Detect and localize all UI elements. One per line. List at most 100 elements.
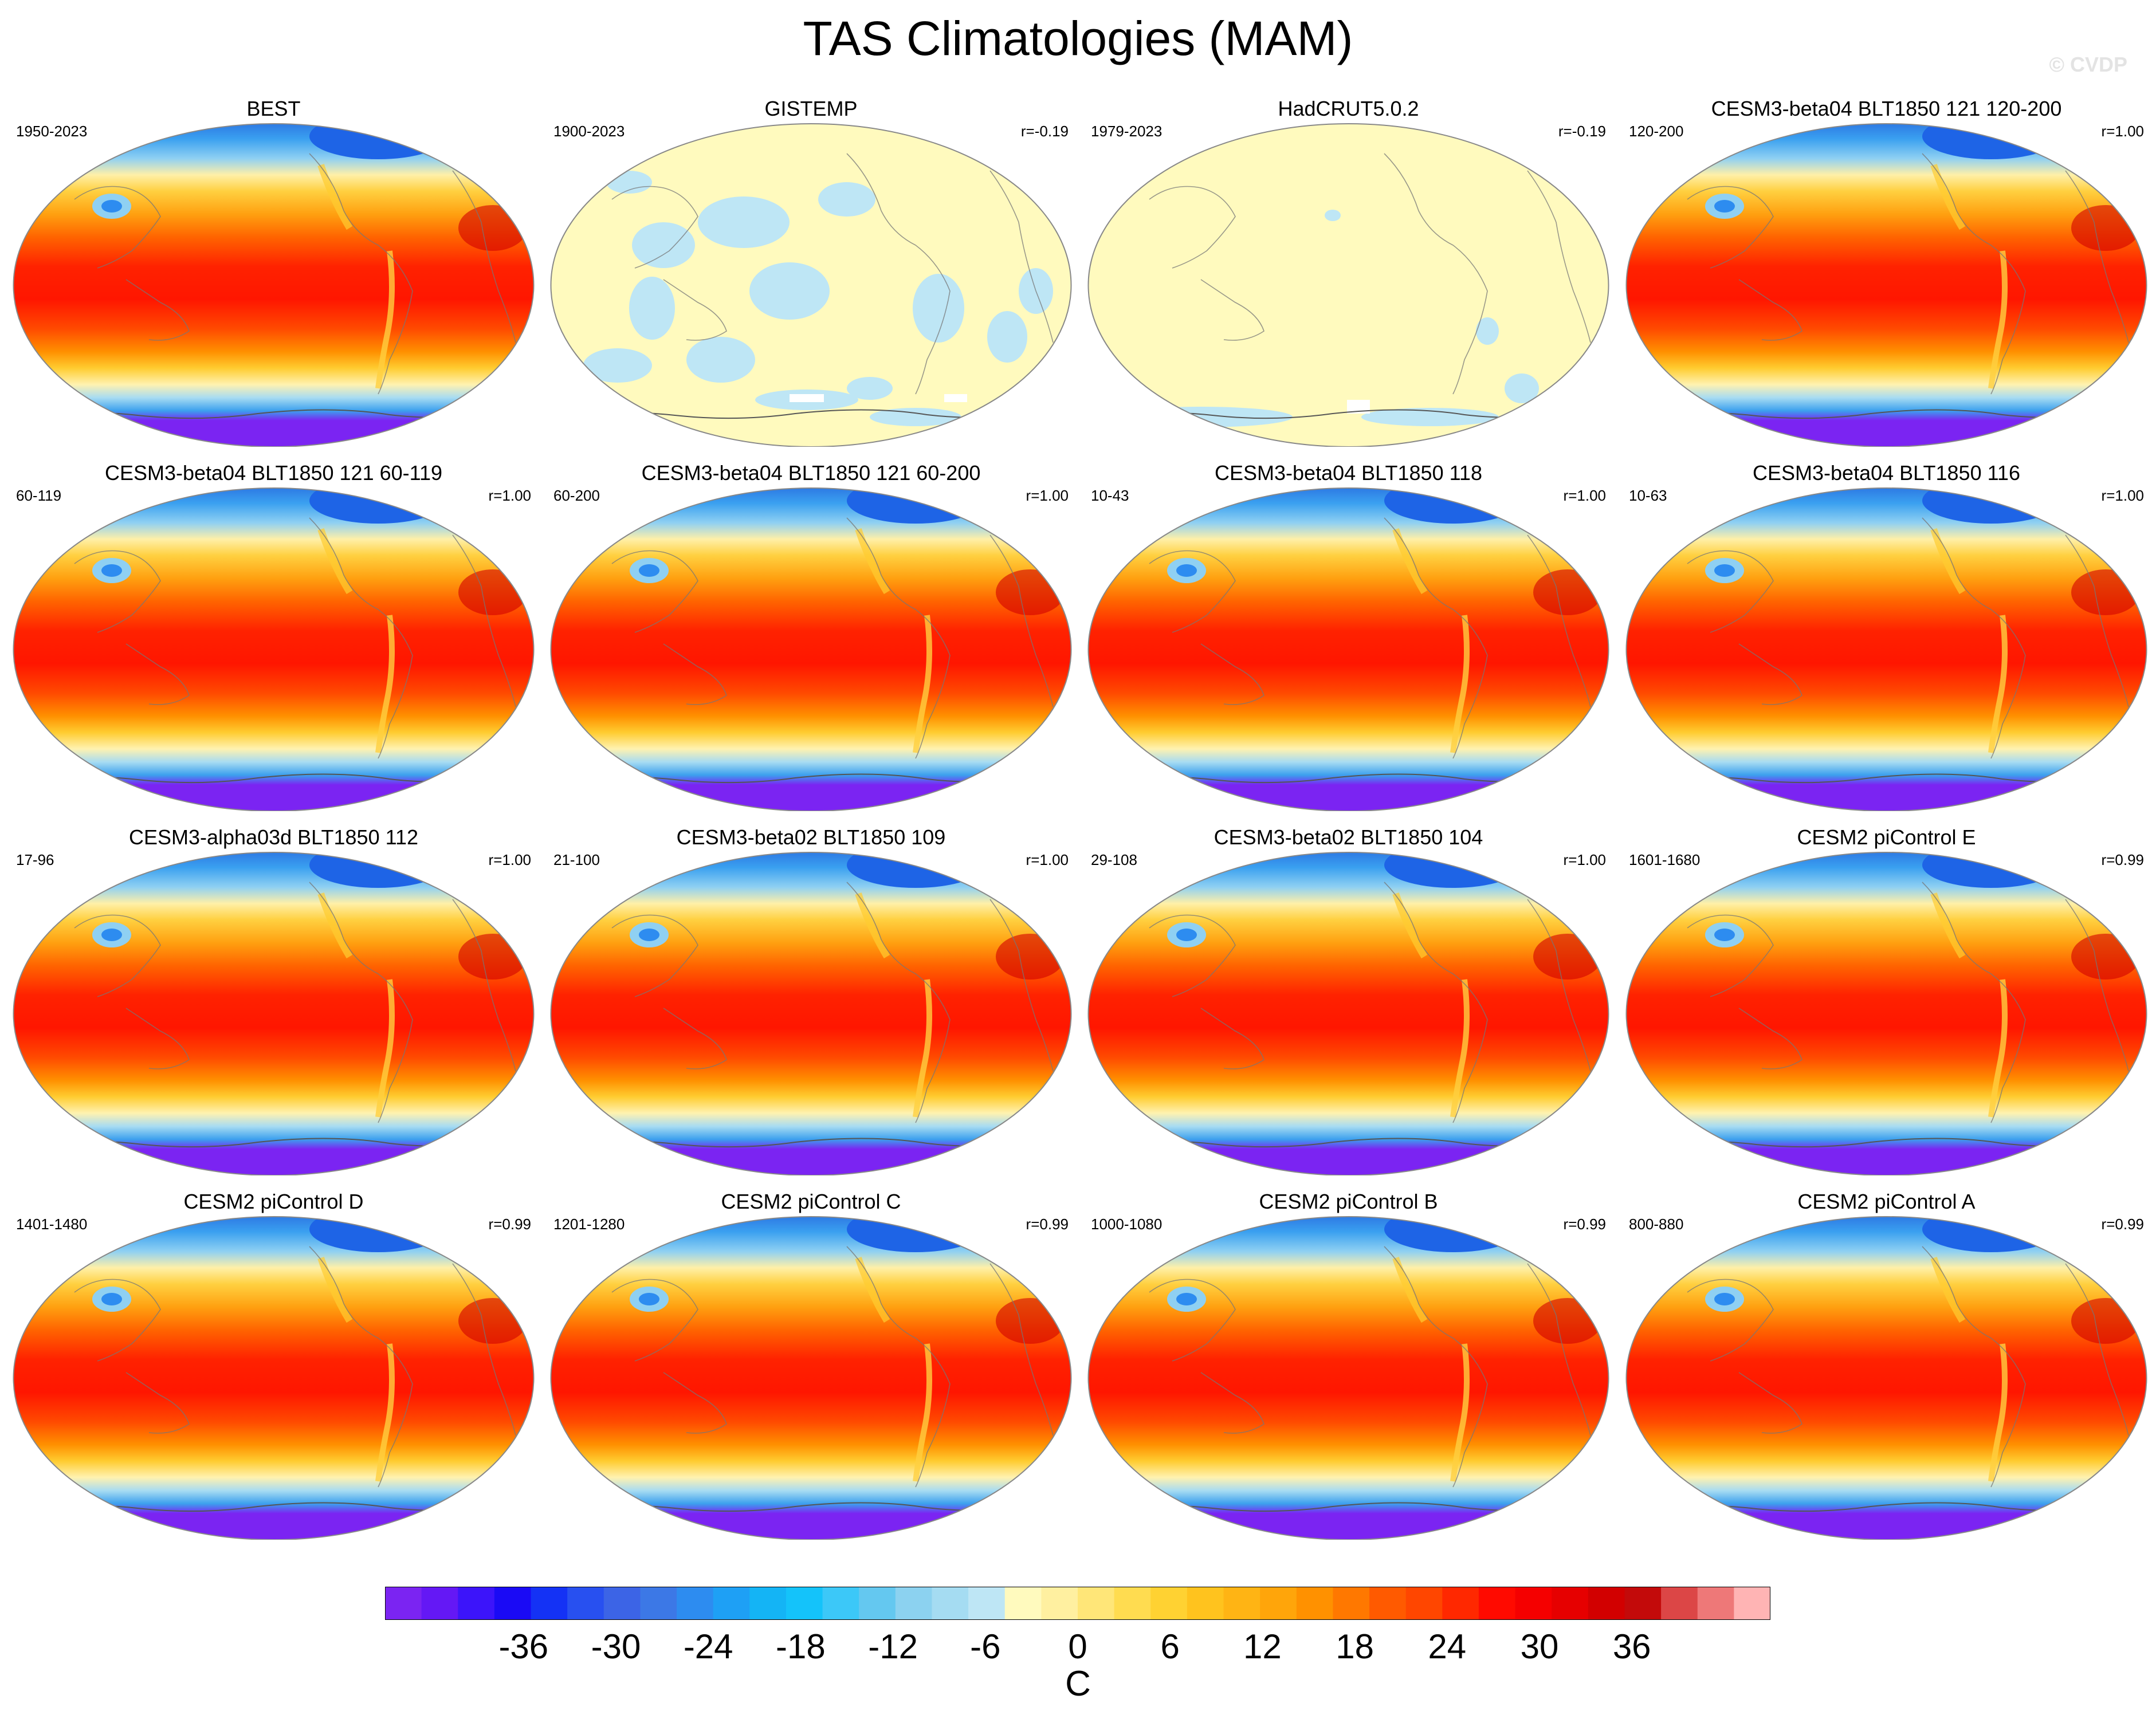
watermark: © CVDP xyxy=(2049,53,2127,76)
colorbar-swatch xyxy=(1114,1587,1151,1620)
panel-title: CESM2 piControl C xyxy=(721,1190,901,1213)
panel-title: CESM2 piControl B xyxy=(1259,1190,1438,1213)
panel-correlation: r=0.99 xyxy=(2101,851,2144,868)
map-plot xyxy=(13,123,535,447)
colorbar-tick-label: -36 xyxy=(498,1627,549,1666)
colorbar-tick-label: 36 xyxy=(1612,1627,1651,1666)
colorbar-swatch xyxy=(1187,1587,1224,1620)
panel-correlation: r=1.00 xyxy=(2101,123,2144,140)
panel-title: CESM3-beta04 BLT1850 116 xyxy=(1753,461,2020,485)
map-plot xyxy=(550,1216,1072,1540)
colorbar-tick-label: 6 xyxy=(1160,1627,1180,1666)
map-panel: CESM2 piControl E 1601-1680 r=0.99 xyxy=(1619,825,2154,1180)
panel-period: 1401-1480 xyxy=(16,1216,88,1233)
colorbar-tick-label: -18 xyxy=(776,1627,826,1666)
panel-title: CESM3-beta04 BLT1850 121 120-200 xyxy=(1711,97,2062,120)
colorbar-swatch xyxy=(1333,1587,1370,1620)
colorbar-tick-label: -6 xyxy=(970,1627,1001,1666)
panel-correlation: r=0.99 xyxy=(1026,1216,1069,1233)
colorbar-tick-label: 0 xyxy=(1068,1627,1087,1666)
colorbar-tick-label: 18 xyxy=(1336,1627,1374,1666)
panel-correlation: r=0.99 xyxy=(2101,1216,2144,1233)
panel-title: CESM3-alpha03d BLT1850 112 xyxy=(128,825,418,849)
panel-title: CESM3-beta02 BLT1850 109 xyxy=(676,825,946,849)
panel-correlation: r=1.00 xyxy=(1026,487,1069,504)
map-plot xyxy=(1087,852,1609,1175)
panel-period: 10-43 xyxy=(1091,487,1129,504)
colorbar-tick-label: -24 xyxy=(683,1627,733,1666)
panel-period: 60-119 xyxy=(16,487,62,504)
colorbar-swatch xyxy=(1296,1587,1334,1620)
colorbar-swatch xyxy=(1697,1587,1734,1620)
colorbar-swatch xyxy=(1004,1587,1042,1620)
colorbar-swatch xyxy=(1734,1587,1770,1620)
colorbar-swatch xyxy=(567,1587,604,1620)
panel-period: 1950-2023 xyxy=(16,123,88,140)
colorbar-swatch xyxy=(1478,1587,1516,1620)
panel-correlation: r=1.00 xyxy=(488,487,531,504)
colorbar-swatch xyxy=(968,1587,1006,1620)
colorbar-swatch xyxy=(640,1587,677,1620)
colorbar-swatch xyxy=(932,1587,969,1620)
colorbar-swatch xyxy=(458,1587,495,1620)
panel-period: 800-880 xyxy=(1629,1216,1684,1233)
panel-period: 10-63 xyxy=(1629,487,1667,504)
map-panel: CESM2 piControl C 1201-1280 r=0.99 xyxy=(543,1189,1079,1544)
panel-correlation: r=0.99 xyxy=(488,1216,531,1233)
map-plot xyxy=(550,487,1072,811)
colorbar-swatch xyxy=(1150,1587,1188,1620)
map-panel: CESM2 piControl A 800-880 r=0.99 xyxy=(1619,1189,2154,1544)
figure-title: TAS Climatologies (MAM) xyxy=(803,11,1353,65)
panel-title: CESM3-beta04 BLT1850 121 60-200 xyxy=(641,461,981,485)
panel-correlation: r=1.00 xyxy=(1563,487,1606,504)
colorbar-swatch xyxy=(1442,1587,1479,1620)
colorbar-swatch xyxy=(1078,1587,1115,1620)
panel-title: BEST xyxy=(246,97,301,120)
map-plot xyxy=(1625,1216,2147,1540)
panel-correlation: r=0.99 xyxy=(1563,1216,1606,1233)
map-plot xyxy=(1625,123,2147,447)
colorbar-ticks: -36 -30 -24 -18 -12 -6 0 6 12 18 24 30 36 xyxy=(0,1627,2156,1673)
panel-correlation: r=1.00 xyxy=(1563,851,1606,868)
colorbar-swatch xyxy=(1369,1587,1407,1620)
map-plot xyxy=(13,487,535,811)
map-panel: CESM3-alpha03d BLT1850 112 17-96 r=1.00 xyxy=(6,825,541,1180)
colorbar-swatch xyxy=(822,1587,859,1620)
colorbar-swatch xyxy=(531,1587,568,1620)
map-plot xyxy=(550,123,1072,447)
panel-correlation: r=1.00 xyxy=(1026,851,1069,868)
panel-title: CESM2 piControl E xyxy=(1797,825,1976,849)
map-panel: CESM2 piControl D 1401-1480 r=0.99 xyxy=(6,1189,541,1544)
panel-period: 1979-2023 xyxy=(1091,123,1163,140)
colorbar-unit-label: C xyxy=(1065,1664,1091,1704)
colorbar-swatch xyxy=(1041,1587,1078,1620)
map-panel: GISTEMP 1900-2023 r=-0.19 xyxy=(543,96,1079,451)
map-plot xyxy=(550,852,1072,1175)
map-panel-grid: BEST 1950-2023 GISTEMP 1900-2023 r=-0.19 HadC… xyxy=(6,96,2154,1544)
colorbar-swatch xyxy=(1260,1587,1297,1620)
colorbar-swatch xyxy=(1515,1587,1552,1620)
panel-period: 1900-2023 xyxy=(553,123,625,140)
colorbar-swatch xyxy=(1405,1587,1443,1620)
colorbar-swatch xyxy=(859,1587,896,1620)
panel-title: CESM3-beta04 BLT1850 118 xyxy=(1215,461,1482,485)
colorbar-swatch xyxy=(494,1587,532,1620)
map-plot xyxy=(13,1216,535,1540)
map-panel: CESM3-beta04 BLT1850 116 10-63 r=1.00 xyxy=(1619,461,2154,816)
colorbar-swatch xyxy=(603,1587,641,1620)
colorbar-swatch xyxy=(1624,1587,1662,1620)
colorbar-swatch xyxy=(749,1587,787,1620)
panel-period: 120-200 xyxy=(1629,123,1684,140)
colorbar-swatch xyxy=(786,1587,823,1620)
panel-period: 21-100 xyxy=(553,851,600,868)
colorbar-swatch xyxy=(1661,1587,1698,1620)
colorbar-tick-label: 24 xyxy=(1428,1627,1467,1666)
colorbar-tick-label: -12 xyxy=(868,1627,918,1666)
panel-title: GISTEMP xyxy=(764,97,858,120)
map-panel: CESM3-beta02 BLT1850 109 21-100 r=1.00 xyxy=(543,825,1079,1180)
map-panel: CESM2 piControl B 1000-1080 r=0.99 xyxy=(1081,1189,1616,1544)
panel-period: 60-200 xyxy=(553,487,600,504)
colorbar-swatch xyxy=(1588,1587,1625,1620)
panel-title: HadCRUT5.0.2 xyxy=(1278,97,1419,120)
colorbar-tick-label: 12 xyxy=(1243,1627,1282,1666)
